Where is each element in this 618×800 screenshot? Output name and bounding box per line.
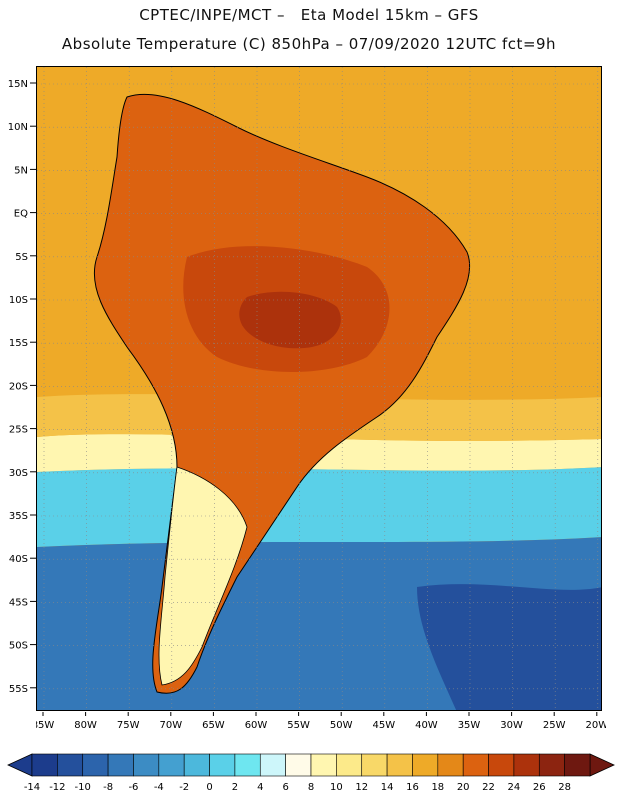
colorbar-swatch [31,753,58,777]
lat-label: 40S [9,554,28,565]
lon-label: 65W [202,720,225,731]
colorbar-label: 14 [381,782,394,793]
colorbar-label: 12 [355,782,368,793]
colorbar-label: 6 [282,782,288,793]
colorbar-label: -6 [128,782,138,793]
colorbar-label: 20 [457,782,470,793]
longitude-axis: 85W 80W 75W 70W 65W 60W 55W 50W 45W 40W 35W 30W 25W 2… [36,712,606,731]
colorbar-swatch [183,753,210,777]
colorbar-label: 22 [482,782,495,793]
colorbar-label: 0 [206,782,212,793]
map-title: CPTEC/INPE/MCT – Eta Model 15km – GFS [139,6,479,24]
colorbar-swatch [107,753,134,777]
lat-label: 45S [9,597,28,608]
colorbar-label: -12 [49,782,65,793]
colorbar-label: 4 [257,782,263,793]
lat-label: 5S [15,252,28,263]
colorbar-label: -8 [103,782,113,793]
lat-label: 5N [14,165,28,176]
colorbar: -14 -12 -10 -8 -6 -4 -2 0 2 4 6 8 10 12 14 16 18 20 22 24 26… [7,753,615,793]
colorbar-swatch [133,753,160,777]
colorbar-label: 28 [558,782,571,793]
colorbar-swatch [538,753,565,777]
colorbar-label: 26 [533,782,546,793]
colorbar-swatch [259,753,286,777]
colorbar-under-arrow [7,753,33,777]
lon-label: 55W [287,720,310,731]
lat-label: 10S [9,295,28,306]
lat-label: EQ [14,209,28,220]
lon-label: 50W [330,720,353,731]
lon-label: 20W [585,720,606,731]
lon-label: 25W [543,720,566,731]
lat-label: 25S [9,425,28,436]
colorbar-swatch [564,753,591,777]
lat-label: 15N [8,79,28,90]
colorbar-swatch [386,753,413,777]
colorbar-label: 10 [330,782,343,793]
lon-label: 85W [36,720,54,731]
lat-label: 20S [9,381,28,392]
latitude-axis: 15N 10N 5N EQ 5S 10S 15S 20S 25S 30S 35S 40S 45S 50S 5… [8,79,36,695]
lat-label: 35S [9,511,28,522]
lon-label: 45W [372,720,395,731]
colorbar-swatch [82,753,109,777]
heat-peak [239,291,341,349]
lon-label: 60W [245,720,268,731]
lon-label: 35W [458,720,481,731]
colorbar-label: -14 [24,782,40,793]
colorbar-swatch [437,753,464,777]
colorbar-label: 16 [406,782,419,793]
colorbar-swatch [310,753,337,777]
colorbar-swatch [513,753,540,777]
colorbar-swatch [209,753,236,777]
lat-label: 15S [9,338,28,349]
colorbar-label: 18 [431,782,444,793]
colorbar-swatch [234,753,261,777]
lat-label: 50S [9,641,28,652]
colorbar-swatch [285,753,312,777]
colorbar-label: 8 [308,782,314,793]
lon-label: 75W [117,720,140,731]
lon-label: 80W [74,720,97,731]
colorbar-label: -2 [179,782,189,793]
colorbar-swatch [488,753,515,777]
colorbar-swatch [361,753,388,777]
lat-label: 30S [9,468,28,479]
lat-label: 10N [8,122,28,133]
colorbar-swatch [158,753,185,777]
colorbar-swatch [412,753,439,777]
lon-label: 40W [415,720,438,731]
colorbar-swatch [57,753,84,777]
lon-label: 70W [159,720,182,731]
colorbar-label: 2 [232,782,238,793]
cool-air-band [37,467,601,547]
lon-label: 30W [500,720,523,731]
map-subtitle: Absolute Temperature (C) 850hPa – 07/09/… [61,35,557,53]
colorbar-swatch [462,753,489,777]
colorbar-swatch [336,753,363,777]
colorbar-label: 24 [508,782,521,793]
southern-cone-land [158,466,248,686]
colorbar-over-arrow [589,753,615,777]
colorbar-label: -4 [154,782,164,793]
lat-label: 55S [9,684,28,695]
temperature-map [36,66,602,711]
colorbar-label: -10 [75,782,91,793]
